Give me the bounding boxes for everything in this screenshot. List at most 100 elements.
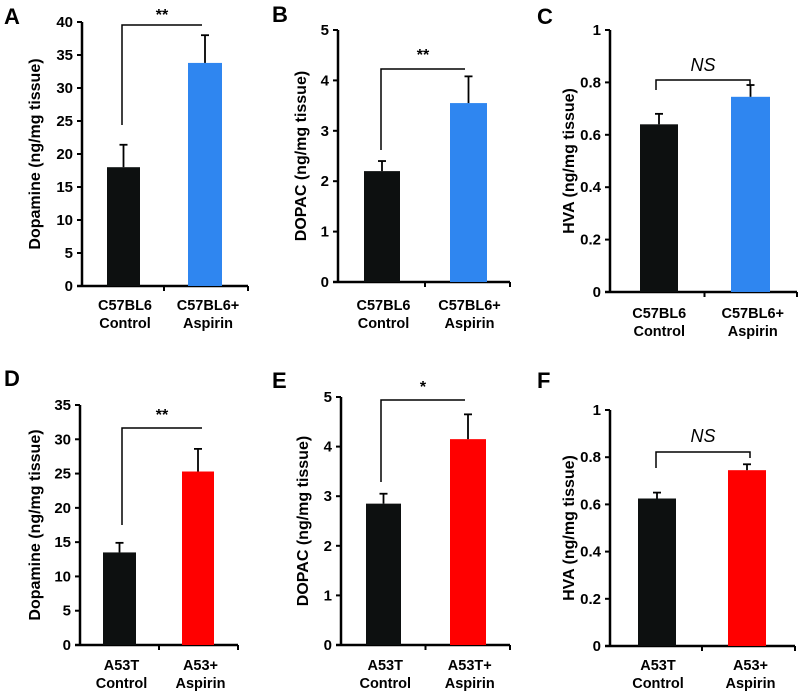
significance-label: * [420, 379, 427, 396]
y-tick-label: 0.6 [580, 496, 601, 513]
y-tick-label: 0 [321, 274, 329, 291]
panel-b: B 0 1 2 3 4 5 DOPAC (ng/mg tissue) C57BL6 Control… [272, 2, 511, 332]
category-label-line2: Control [359, 676, 411, 692]
category-label-line2: Control [99, 316, 151, 332]
y-tick-label: 5 [65, 245, 73, 262]
significance-bracket [121, 427, 202, 525]
y-tick-label: 5 [321, 22, 329, 39]
y-tick-label: 25 [56, 113, 73, 130]
y-tick-label: 2 [321, 173, 329, 190]
y-tick-label: 4 [321, 72, 330, 89]
significance-bracket [380, 68, 465, 150]
panel-letter: E [272, 368, 287, 393]
category-label-line2: Control [96, 676, 148, 692]
y-tick-label: 0.8 [580, 449, 601, 466]
bar-control [640, 124, 678, 292]
y-tick-label: 1 [324, 587, 332, 604]
category-label-line2: Aspirin [728, 324, 778, 340]
category-label-line1: A53T+ [448, 658, 492, 674]
y-tick-label: 40 [56, 14, 73, 31]
y-axis-label: HVA (ng/mg tissue) [561, 88, 578, 234]
bar-control [638, 498, 676, 646]
y-tick-label: 5 [63, 603, 71, 620]
y-axis-label: HVA (ng/mg tissue) [561, 455, 578, 601]
category-label-line2: Aspirin [176, 676, 226, 692]
y-tick-label: 30 [56, 80, 73, 97]
y-tick-label: 1 [321, 224, 329, 241]
y-tick-label: 20 [56, 146, 73, 163]
y-axis-label: Dopamine (ng/mg tissue) [27, 429, 44, 620]
bar-control [107, 167, 140, 286]
panel-letter: F [537, 368, 550, 393]
y-tick-label: 0 [324, 637, 332, 654]
category-label-line1: A53T [368, 658, 404, 674]
panel-letter: B [272, 2, 288, 27]
category-label-line1: A53+ [183, 658, 218, 674]
category-label-line2: Aspirin [183, 316, 233, 332]
significance-label: ** [156, 7, 169, 24]
y-tick-label: 0.6 [580, 127, 601, 144]
y-tick-label: 35 [54, 397, 71, 414]
y-tick-label: 3 [324, 488, 332, 505]
significance-bracket [380, 399, 465, 482]
category-label-line2: Control [633, 324, 685, 340]
category-label-line1: A53T [104, 658, 140, 674]
panel-letter: D [4, 366, 20, 391]
significance-bracket [655, 451, 751, 468]
category-label-line2: Aspirin [445, 316, 495, 332]
category-label-line1: A53+ [733, 658, 768, 674]
bar-aspirin [728, 470, 766, 646]
category-label-line2: Aspirin [726, 676, 776, 692]
y-tick-label: 1 [593, 402, 601, 419]
y-tick-label: 30 [54, 431, 71, 448]
significance-label: ** [417, 47, 430, 64]
y-tick-label: 10 [54, 568, 71, 585]
panel-d: D 0 5 10 15 20 25 30 35 Dopamine (ng/mg tissue) A5… [4, 366, 239, 692]
y-axis-label: DOPAC (ng/mg tissue) [293, 71, 310, 241]
bar-control [366, 503, 401, 645]
panel-a: A 0 5 10 15 20 25 30 35 40 Dopamine (ng/mg tissue)… [4, 4, 249, 332]
bar-aspirin [450, 103, 487, 282]
panel-e: E 0 1 2 3 4 5 DOPAC (ng/mg tissue) A53T Control A5… [272, 368, 511, 692]
y-tick-label: 0 [593, 638, 601, 655]
significance-label: ** [156, 407, 169, 424]
bar-control [364, 171, 400, 282]
significance-label: NS [690, 426, 715, 446]
bar-aspirin [731, 96, 770, 292]
panel-letter: A [4, 4, 20, 29]
y-axis-label: Dopamine (ng/mg tissue) [27, 58, 44, 249]
bar-aspirin [182, 471, 214, 645]
category-label-line1: C57BL6 [98, 298, 152, 314]
y-tick-label: 20 [54, 500, 71, 517]
y-tick-label: 1 [593, 22, 601, 39]
panel-letter: C [537, 4, 553, 29]
panel-f: F 0 0.2 0.4 0.6 0.8 1 HVA (ng/mg tissue) A53T Con… [537, 368, 796, 692]
category-label-line1: A53T [640, 658, 676, 674]
y-tick-label: 0.2 [580, 591, 601, 608]
y-tick-label: 15 [56, 179, 73, 196]
category-label-line2: Aspirin [445, 676, 495, 692]
y-tick-label: 4 [324, 439, 333, 456]
y-tick-label: 5 [324, 389, 332, 406]
y-tick-label: 0 [63, 637, 71, 654]
y-axis-label: DOPAC (ng/mg tissue) [295, 436, 312, 606]
y-tick-label: 0.8 [580, 74, 601, 91]
significance-bracket [655, 79, 751, 90]
category-label-line1: C57BL6 [357, 298, 411, 314]
panel-c: C 0 0.2 0.4 0.6 0.8 1 HVA (ng/mg tissue) C57BL6 C… [537, 4, 798, 340]
y-tick-label: 0.2 [580, 232, 601, 249]
y-tick-label: 3 [321, 123, 329, 140]
category-label-line2: Control [358, 316, 410, 332]
bar-aspirin [450, 439, 486, 645]
significance-label: NS [690, 55, 715, 75]
category-label-line1: C57BL6+ [438, 298, 500, 314]
category-label-line2: Control [632, 676, 684, 692]
category-label-line1: C57BL6+ [722, 306, 784, 322]
y-tick-label: 0.4 [580, 544, 602, 561]
y-tick-label: 0.4 [580, 179, 602, 196]
y-tick-label: 0 [593, 284, 601, 301]
category-label-line1: C57BL6+ [177, 298, 239, 314]
category-label-line1: C57BL6 [632, 306, 686, 322]
y-tick-label: 10 [56, 212, 73, 229]
y-tick-label: 0 [65, 278, 73, 295]
